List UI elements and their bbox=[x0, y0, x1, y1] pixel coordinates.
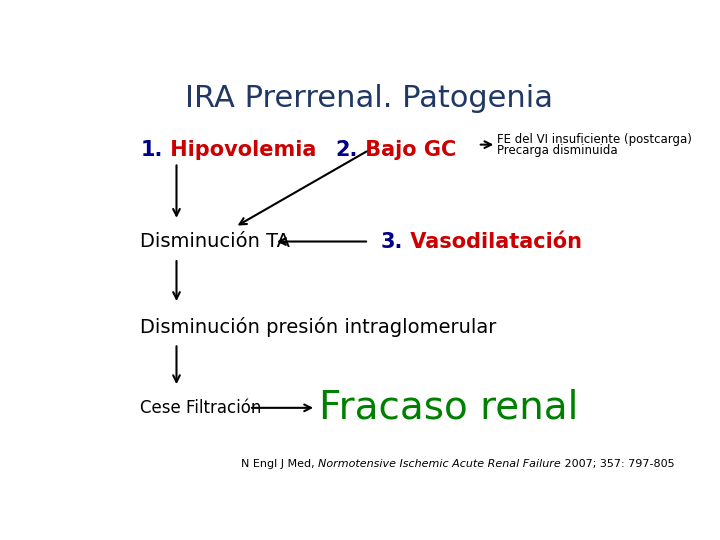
Text: Vasodilatación: Vasodilatación bbox=[402, 232, 582, 252]
Text: IRA Prerrenal. Patogenia: IRA Prerrenal. Patogenia bbox=[185, 84, 553, 112]
Text: Hipovolemia: Hipovolemia bbox=[163, 140, 316, 160]
Text: Normotensive Ischemic Acute Renal Failure: Normotensive Ischemic Acute Renal Failur… bbox=[318, 459, 561, 469]
Text: 2007; 357: 797-805: 2007; 357: 797-805 bbox=[561, 459, 674, 469]
Text: Fracaso renal: Fracaso renal bbox=[319, 389, 578, 427]
Text: 1.: 1. bbox=[140, 140, 163, 160]
Text: Cese Filtración: Cese Filtración bbox=[140, 399, 261, 417]
Text: N Engl J Med,: N Engl J Med, bbox=[240, 459, 318, 469]
Text: 2.: 2. bbox=[336, 140, 358, 160]
Text: FE del VI insuficiente (postcarga): FE del VI insuficiente (postcarga) bbox=[498, 133, 692, 146]
Text: Bajo GC: Bajo GC bbox=[358, 140, 456, 160]
Text: Disminución TA: Disminución TA bbox=[140, 232, 290, 251]
Text: 3.: 3. bbox=[380, 232, 402, 252]
Text: Precarga disminuida: Precarga disminuida bbox=[498, 144, 618, 157]
Text: Disminución presión intraglomerular: Disminución presión intraglomerular bbox=[140, 317, 497, 337]
